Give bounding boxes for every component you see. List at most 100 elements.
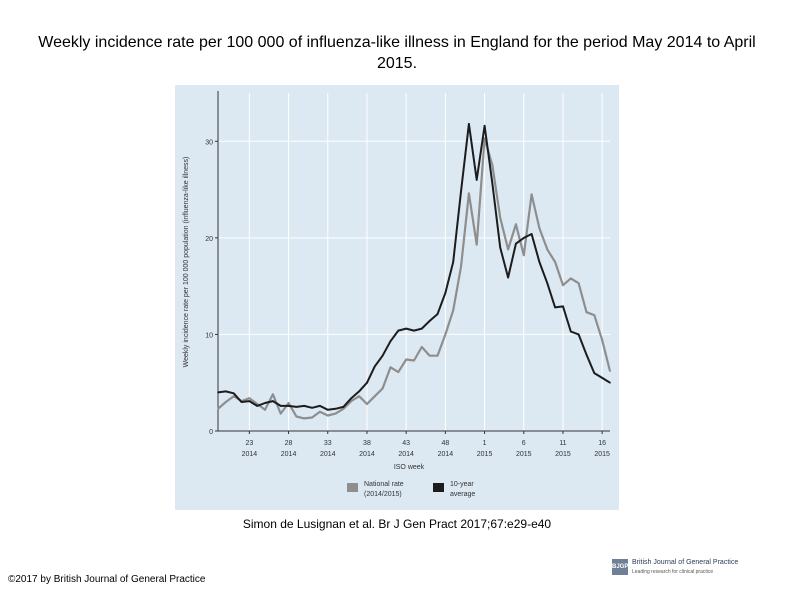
data-point-ten-year-average (287, 405, 290, 407)
x-tick-label: 48 (441, 440, 449, 447)
data-point-ten-year-average (240, 401, 243, 403)
data-point-national-rate (326, 414, 329, 417)
data-point-national-rate (515, 223, 517, 226)
data-point-ten-year-average (436, 313, 439, 315)
x-tick-year-label: 2015 (555, 451, 571, 458)
data-point-national-rate (601, 339, 603, 342)
data-point-national-rate (546, 248, 549, 251)
data-point-ten-year-average (334, 407, 337, 410)
data-point-national-rate (452, 309, 455, 312)
y-tick-label: 30 (205, 139, 213, 146)
data-point-national-rate (475, 243, 478, 246)
data-point-national-rate (342, 407, 345, 410)
data-point-ten-year-average (256, 405, 258, 407)
x-axis-title: ISO week (394, 464, 425, 471)
data-point-national-rate (593, 314, 596, 316)
data-point-ten-year-average (366, 381, 368, 384)
x-tick-year-label: 2015 (516, 451, 532, 458)
data-point-national-rate (311, 416, 313, 419)
data-point-ten-year-average (264, 402, 266, 404)
data-point-ten-year-average (232, 392, 235, 395)
data-point-national-rate (577, 282, 580, 285)
x-tick-label: 33 (324, 440, 332, 447)
data-point-ten-year-average (248, 400, 251, 402)
x-tick-label: 38 (363, 440, 371, 447)
data-point-ten-year-average (319, 405, 321, 407)
data-point-national-rate (436, 354, 439, 357)
data-point-ten-year-average (295, 406, 298, 408)
x-tick-year-label: 2014 (242, 451, 258, 458)
data-point-ten-year-average (499, 246, 502, 249)
data-point-ten-year-average (217, 391, 219, 394)
y-tick-label: 0 (209, 429, 213, 436)
data-point-national-rate (397, 371, 400, 373)
data-point-ten-year-average (475, 179, 478, 181)
data-point-national-rate (554, 261, 556, 263)
data-point-national-rate (217, 407, 219, 410)
data-point-national-rate (428, 354, 431, 357)
x-tick-label: 23 (245, 440, 253, 447)
incidence-line-chart: 0 10 20 30 23 2014 28 2014 33 2014 38 2014 43 2014 48 2… (183, 91, 612, 498)
data-point-national-rate (421, 346, 423, 348)
data-point-national-rate (413, 359, 415, 362)
data-point-ten-year-average (311, 407, 313, 409)
data-point-ten-year-average (350, 397, 353, 399)
x-tick-label: 43 (402, 440, 410, 447)
x-tick-label: 6 (522, 440, 526, 447)
x-tick-year-label: 2014 (398, 451, 414, 458)
data-point-national-rate (468, 192, 470, 195)
data-point-national-rate (374, 395, 376, 398)
data-point-ten-year-average (562, 305, 564, 308)
citation: Simon de Lusignan et al. Br J Gen Pract … (242, 517, 552, 531)
data-point-ten-year-average (522, 237, 525, 239)
data-point-national-rate (334, 412, 337, 415)
x-tick-year-label: 2015 (477, 451, 493, 458)
x-tick-label: 16 (598, 440, 606, 447)
data-point-national-rate (491, 164, 494, 167)
legend-label: National rate (364, 481, 404, 488)
data-point-ten-year-average (491, 182, 494, 185)
legend-label: (2014/2015) (364, 491, 402, 498)
y-axis-title: Weekly incidence rate per 100 000 popula… (183, 157, 190, 368)
data-point-national-rate (562, 284, 564, 286)
data-point-national-rate (538, 227, 541, 229)
x-tick-year-label: 2014 (359, 451, 375, 458)
data-point-ten-year-average (272, 400, 274, 402)
data-point-national-rate (232, 395, 235, 398)
data-point-ten-year-average (444, 292, 447, 294)
data-point-ten-year-average (577, 333, 580, 336)
data-point-ten-year-average (483, 125, 486, 127)
data-point-national-rate (507, 248, 509, 251)
data-point-ten-year-average (601, 377, 603, 379)
data-point-ten-year-average (374, 365, 376, 368)
legend-label: average (450, 491, 475, 498)
data-point-national-rate (609, 370, 611, 372)
data-point-national-rate (248, 397, 251, 399)
y-tick-label: 20 (205, 236, 213, 243)
journal-logo-name: British Journal of General Practice (632, 559, 739, 566)
data-point-ten-year-average (413, 329, 415, 332)
legend-swatch (347, 483, 358, 492)
x-tick-year-label: 2014 (320, 451, 336, 458)
data-point-national-rate (264, 408, 266, 411)
copyright-notice: ©2017 by British Journal of General Prac… (8, 574, 206, 585)
data-point-national-rate (483, 137, 486, 140)
data-point-ten-year-average (358, 390, 360, 393)
figure-panel: 0 10 20 30 23 2014 28 2014 33 2014 38 2014 43 2014 48 2… (175, 85, 619, 510)
data-point-national-rate (272, 393, 274, 396)
x-tick-label: 28 (285, 440, 293, 447)
slide-title: Weekly incidence rate per 100 000 of inf… (38, 34, 756, 72)
data-point-national-rate (499, 216, 502, 219)
data-point-ten-year-average (515, 242, 517, 245)
data-point-ten-year-average (554, 306, 556, 309)
data-point-ten-year-average (530, 233, 533, 235)
legend-label: 10-year (450, 481, 474, 488)
data-point-ten-year-average (593, 372, 596, 374)
data-point-ten-year-average (303, 405, 306, 407)
x-tick-label: 11 (559, 440, 566, 447)
x-tick-year-label: 2014 (438, 451, 454, 458)
data-point-ten-year-average (468, 123, 470, 125)
x-tick-label: 1 (483, 440, 487, 447)
data-point-national-rate (358, 395, 360, 398)
data-point-national-rate (570, 277, 572, 280)
